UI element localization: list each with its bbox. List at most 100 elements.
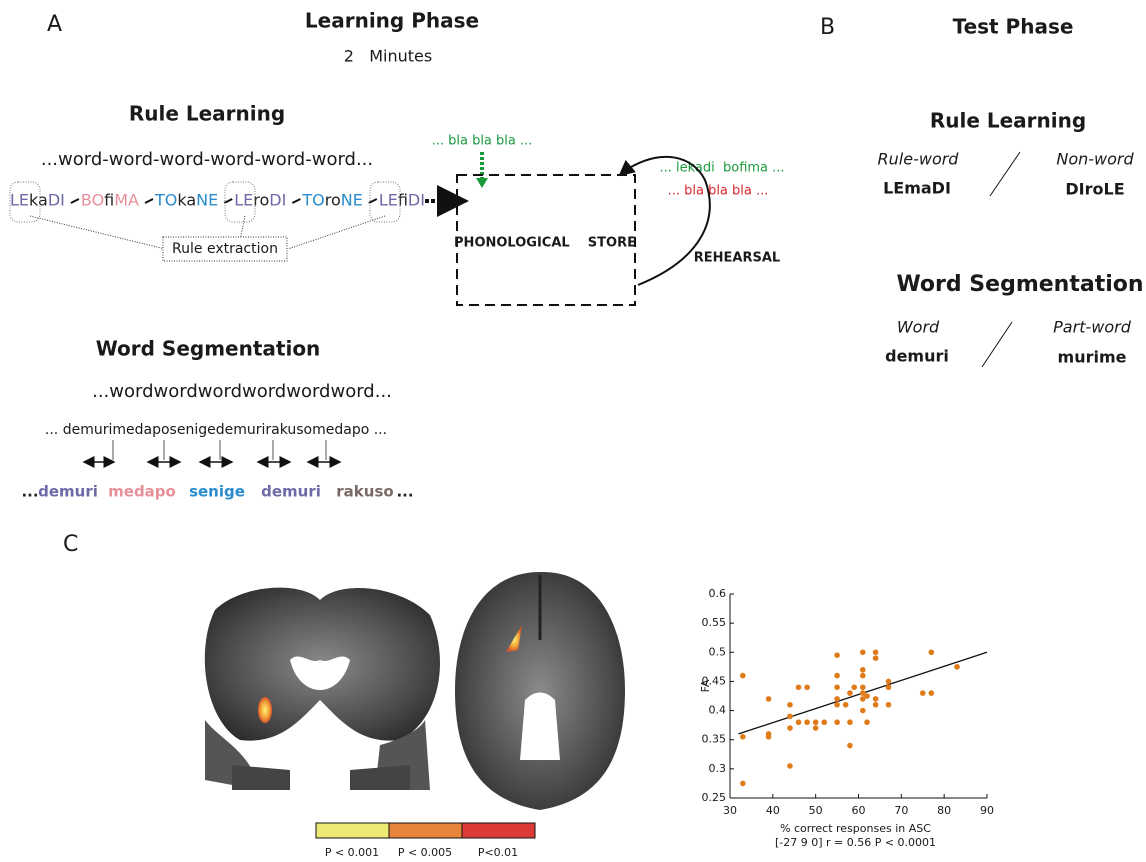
syllable-stream: ... demurimedaposenigedemurirakusomedapo…: [45, 422, 387, 438]
colorbar-label: P < 0.005: [398, 846, 452, 859]
y-tick-label: 0.3: [709, 762, 727, 775]
point: [920, 690, 926, 696]
colorbar-segment: [462, 823, 535, 838]
point: [873, 649, 879, 655]
point: [834, 652, 840, 658]
slash: [990, 152, 1020, 196]
panel-label: B: [820, 15, 835, 40]
segmented-word: ...: [21, 483, 38, 501]
syllable: BO: [81, 191, 104, 210]
section-title: Rule Learning: [129, 102, 285, 126]
point: [804, 719, 810, 725]
point: [787, 702, 793, 708]
syllable: NE: [196, 191, 218, 210]
x-axis-label: % correct responses in ASC: [780, 822, 931, 835]
separator: [369, 199, 377, 203]
y-tick-label: 0.25: [702, 791, 727, 804]
word-stream: ...wordwordwordwordwordword...: [92, 381, 392, 402]
segmented-word: demuri: [261, 483, 321, 501]
syllable: NE: [341, 191, 363, 210]
syllable: TO: [154, 191, 177, 210]
point: [886, 684, 892, 690]
y-tick-label: 0.4: [709, 704, 727, 717]
x-tick-label: 40: [766, 804, 780, 817]
x-tick-label: 50: [809, 804, 823, 817]
section-title: Rule Learning: [930, 109, 1086, 133]
point: [873, 702, 879, 708]
point: [847, 719, 853, 725]
segmented-word: rakuso: [336, 483, 393, 501]
point: [766, 696, 772, 702]
syllable: ka: [29, 191, 48, 210]
colorbar-segment: [316, 823, 389, 838]
segmented-word: ...: [396, 483, 413, 501]
page: A Learning Phase 2 Minutes Rule Learning…: [0, 0, 1146, 862]
point: [873, 696, 879, 702]
point: [740, 781, 746, 787]
syllable: LE: [379, 191, 398, 210]
segmented-row: ...demurimedaposenigedemurirakuso...: [21, 483, 413, 501]
extraction-label: Rule extraction: [172, 241, 278, 257]
word-stream: ...word-word-word-word-word-word...: [41, 149, 373, 170]
coronal-brain: [205, 588, 440, 790]
item-type: Word: [897, 318, 940, 337]
x-tick-label: 80: [937, 804, 951, 817]
figure: A Learning Phase 2 Minutes Rule Learning…: [0, 0, 1146, 862]
point: [787, 725, 793, 731]
syllable: ro: [325, 191, 341, 210]
panel-label: C: [63, 532, 78, 557]
scatter-chart: 0.250.30.350.40.450.50.550.6304050607080…: [699, 587, 994, 849]
colorbar-segment: [389, 823, 462, 838]
point: [834, 719, 840, 725]
rehearsal-loop: [620, 157, 710, 285]
panel-subtitle: 2 Minutes: [344, 47, 432, 66]
separator: [292, 199, 300, 203]
y-tick-label: 0.35: [702, 733, 727, 746]
y-axis-label: FA: [699, 679, 712, 692]
syllable: ro: [253, 191, 269, 210]
point: [821, 719, 827, 725]
segmented-word: senige: [189, 483, 245, 501]
section-title: Word Segmentation: [896, 272, 1143, 297]
point: [787, 714, 793, 720]
point: [929, 690, 935, 696]
x-tick-label: 60: [852, 804, 866, 817]
item: demuri: [885, 347, 949, 366]
item: DIroLE: [1065, 180, 1124, 199]
point: [813, 719, 819, 725]
point: [834, 696, 840, 702]
separator: [71, 199, 79, 203]
segmented-word: medapo: [108, 483, 176, 501]
colorbar-label: P<0.01: [478, 846, 518, 859]
syllable: TO: [301, 191, 324, 210]
panel-title: Test Phase: [953, 15, 1074, 39]
green-arrow-head: [476, 178, 488, 188]
store-label: PHONOLOGICAL STORE: [454, 236, 636, 251]
colorbar: P < 0.001P < 0.005P<0.01: [316, 823, 535, 859]
point: [886, 679, 892, 685]
point: [804, 684, 810, 690]
syllable: fi: [104, 191, 114, 210]
syllable: ka: [177, 191, 196, 210]
slash: [982, 322, 1012, 367]
point: [860, 667, 866, 673]
syllable: LE: [234, 191, 253, 210]
syllable: fi: [398, 191, 408, 210]
item-type: Part-word: [1053, 318, 1132, 337]
syllable: LE: [10, 191, 29, 210]
point: [873, 655, 879, 661]
point: [864, 693, 870, 699]
x-tick-label: 90: [980, 804, 994, 817]
rehearsal-echo: ... bla bla bla ...: [668, 184, 769, 199]
syllable: MA: [114, 191, 139, 210]
segmented-word: demuri: [38, 483, 98, 501]
point: [843, 702, 849, 708]
point: [796, 684, 802, 690]
y-tick-label: 0.5: [709, 645, 727, 658]
point: [886, 702, 892, 708]
item: murime: [1058, 348, 1127, 367]
boundary-ticks: [113, 440, 326, 460]
syllable: DI: [48, 191, 65, 210]
chart-note: [-27 9 0] r = 0.56 P < 0.0001: [775, 836, 936, 849]
